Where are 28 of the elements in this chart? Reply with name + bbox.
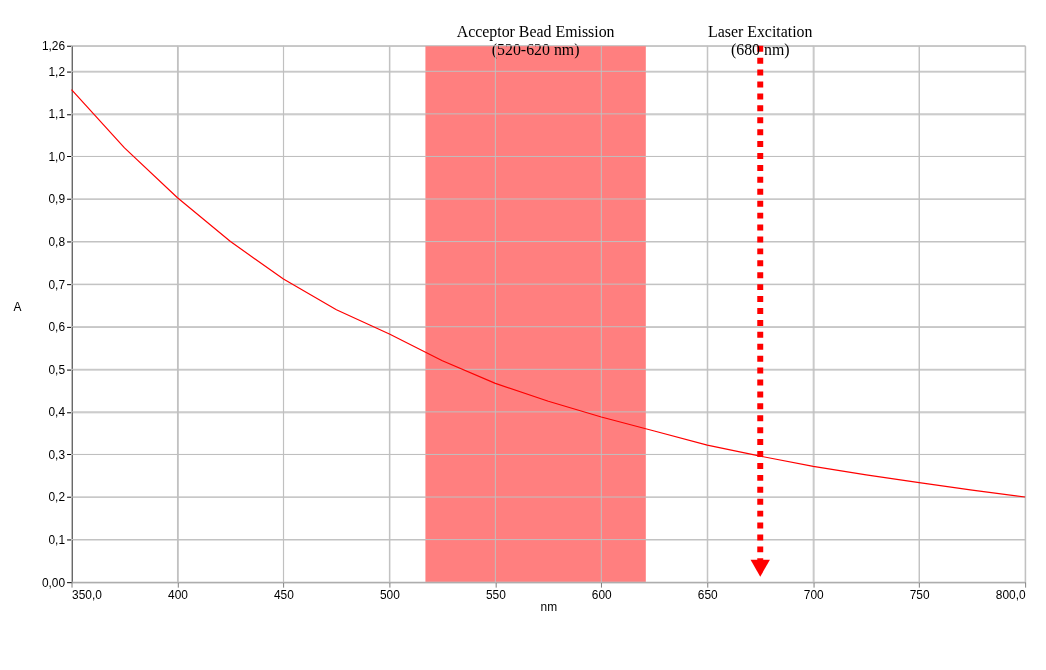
x-tick-label: 450 [274, 587, 295, 602]
y-tick-label: 0,3 [48, 447, 66, 462]
x-tick-label: 600 [591, 587, 613, 602]
y-axis-title: A [13, 300, 22, 315]
x-tick-label: 550 [485, 587, 507, 602]
y-tick-label: 0,00 [41, 575, 66, 590]
ref-line-label: Laser Excitation (680 nm) [708, 22, 813, 59]
y-tick-label: 0,8 [48, 235, 66, 250]
y-tick-label: 0,1 [48, 533, 66, 548]
x-tick-label: 750 [909, 587, 930, 602]
x-axis-title: nm [540, 600, 558, 615]
y-tick-label: 0,7 [48, 277, 66, 292]
y-tick-label: 0,4 [48, 405, 66, 420]
y-tick-label: 1,1 [48, 107, 66, 122]
band-label: Acceptor Bead Emission (520-620 nm) [456, 22, 615, 59]
x-tick-label: 500 [379, 587, 401, 602]
y-tick-label: 1,2 [48, 64, 66, 79]
x-tick-label: 350,0 [72, 587, 103, 602]
x-tick-label: 650 [697, 587, 719, 602]
y-tick-label: 1,0 [48, 149, 66, 164]
x-tick-label: 700 [803, 587, 825, 602]
y-tick-label: 0,9 [48, 192, 66, 207]
y-tick-label: 0,2 [48, 490, 66, 505]
x-tick-label: 400 [168, 587, 189, 602]
y-tick-label: 0,6 [48, 320, 66, 335]
x-tick-label: 800,0 [995, 587, 1027, 602]
y-tick-label: 0,5 [48, 362, 66, 377]
y-tick-label: 1,26 [41, 39, 66, 54]
